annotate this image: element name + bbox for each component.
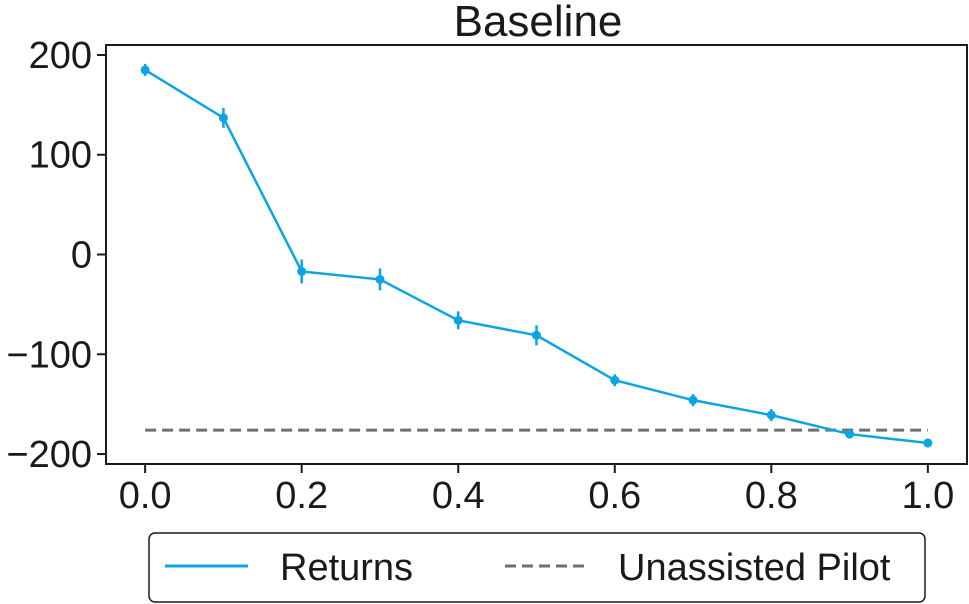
chart-title: Baseline (454, 0, 623, 46)
x-tick-label: 1.0 (901, 475, 954, 517)
x-tick-label: 0.4 (432, 475, 485, 517)
returns-point (453, 315, 463, 325)
returns-point (923, 438, 933, 448)
returns-point (375, 274, 385, 284)
plot-area-frame (105, 44, 968, 465)
x-tick-label: 0.2 (275, 475, 328, 517)
y-tick-label: −100 (6, 334, 92, 376)
x-axis: 0.0 0.2 0.4 0.6 0.8 1.0 (119, 464, 954, 517)
y-tick-label: 0 (71, 235, 92, 277)
returns-point (297, 266, 307, 276)
returns-line (144, 68, 929, 445)
returns-point (140, 65, 150, 75)
legend-unassisted-pilot-label: Unassisted Pilot (618, 547, 891, 589)
returns-point (218, 113, 228, 123)
y-tick-label: 100 (29, 135, 92, 177)
x-tick-label: 0.0 (119, 475, 172, 517)
y-tick-label: −200 (6, 434, 92, 476)
returns-point (532, 330, 541, 340)
returns-point (688, 395, 698, 405)
legend: Returns Unassisted Pilot (148, 532, 926, 603)
y-tick-label: 200 (29, 35, 92, 77)
x-tick-label: 0.8 (745, 475, 798, 517)
y-axis: 200 100 0 −100 −200 (6, 35, 106, 476)
returns-point (845, 429, 855, 439)
legend-box (148, 532, 926, 603)
returns-point (610, 375, 620, 385)
series-layer (140, 63, 933, 448)
returns-point (766, 410, 776, 420)
legend-returns-label: Returns (280, 547, 413, 589)
x-tick-label: 0.6 (588, 475, 641, 517)
